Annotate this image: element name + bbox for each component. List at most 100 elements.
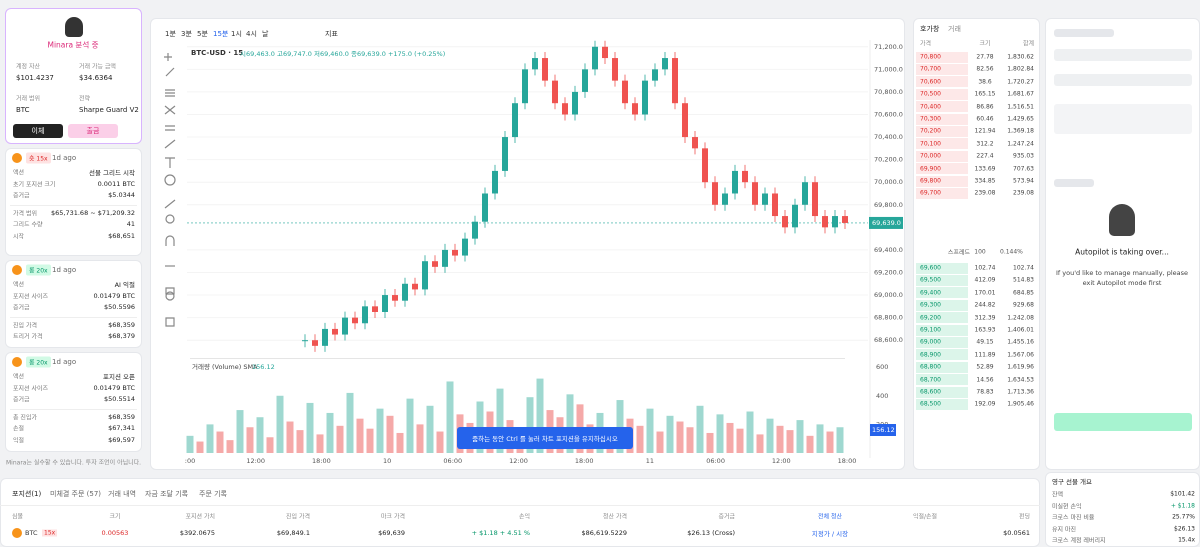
time-label: 12:00	[509, 457, 528, 465]
row-value: 0.01479 BTC	[93, 383, 135, 392]
time-label: 18:00	[838, 457, 857, 465]
row-label: 총 진입가	[13, 414, 37, 421]
candle	[462, 238, 468, 256]
volume-bar	[446, 381, 454, 453]
orderbook-cell: 1,830.62	[1007, 53, 1034, 61]
autopilot-title: Autopilot is taking over...	[1075, 247, 1169, 257]
position-close[interactable]: 지정가 / 시장	[811, 530, 849, 538]
orderbook-cell: 1,567.06	[1007, 351, 1034, 359]
separator	[10, 408, 137, 410]
candle	[702, 148, 708, 183]
indicator-button[interactable]: 지표	[325, 30, 338, 38]
row-value: $50.5596	[103, 303, 135, 311]
positions-tab[interactable]: 거래 내역	[108, 490, 136, 498]
positions-tab[interactable]: 미체결 주문 (57)	[50, 490, 102, 498]
row-label: 포지션 사이즈	[13, 293, 49, 300]
interval-button[interactable]: 날	[262, 30, 269, 38]
volume-bar	[706, 432, 714, 453]
orderbook-cell: 69,500	[920, 276, 941, 284]
orderbook-cell: 1,406.01	[1007, 326, 1034, 334]
overview-label: 미실현 손익	[1052, 503, 1082, 510]
blurred-block	[1054, 104, 1192, 134]
candle	[332, 328, 338, 335]
positions-header: 진입 가격	[286, 513, 310, 521]
orderbook-cell: 1,634.53	[1007, 376, 1034, 384]
blurred-button	[1054, 413, 1192, 431]
orderbook-cell: 70,000	[920, 152, 941, 160]
card-time: 1d ago	[52, 266, 77, 274]
position-size: 0.00563	[101, 529, 129, 537]
interval-button[interactable]: 15분	[213, 30, 229, 38]
interval-button[interactable]: 1시	[231, 30, 242, 38]
spread: 스프레드	[947, 249, 970, 257]
interval-button[interactable]: 4시	[246, 30, 257, 38]
volume-sma-box	[870, 424, 896, 436]
interval-button[interactable]: 1분	[165, 30, 176, 38]
interval-button[interactable]: 3분	[181, 30, 192, 38]
row-value: $68,651	[108, 231, 135, 240]
candle	[732, 170, 738, 194]
depth-row	[916, 274, 968, 286]
volume-bar	[826, 431, 834, 453]
volume-bar	[726, 422, 734, 453]
volume-bar	[796, 420, 804, 453]
account-value: BTC	[16, 106, 30, 114]
orderbook-cell: 1,369.18	[1007, 127, 1034, 135]
orderbook-cell: 1,619.96	[1007, 363, 1034, 371]
depth-row	[916, 324, 968, 336]
row-label: 액션	[13, 169, 25, 177]
volume-bar	[746, 411, 754, 453]
orderbook-cell: 49.15	[976, 338, 994, 346]
candle	[472, 221, 478, 239]
candle	[782, 216, 788, 228]
account-value: Sharpe Guard V2	[79, 106, 139, 114]
positions-tab[interactable]: 주문 기록	[199, 490, 227, 498]
positions-header: 포지션 가치	[185, 513, 215, 521]
candle	[392, 295, 398, 301]
withdraw-button	[68, 124, 118, 138]
time-label: 06:00	[706, 457, 725, 465]
transfer-button-label[interactable]: 이체	[31, 127, 45, 135]
price-tick-label: 69,400.0	[874, 246, 903, 254]
orderbook-cell: 69,900	[920, 165, 941, 173]
orderbook-tab[interactable]: 거래	[948, 25, 961, 33]
row-label: 액션	[13, 281, 25, 289]
candle	[582, 69, 588, 92]
volume-bar	[286, 421, 294, 453]
orderbook-cell: 227.4	[976, 152, 994, 160]
interval-button[interactable]: 5분	[197, 30, 208, 38]
orderbook-tab[interactable]: 호가창	[920, 25, 940, 33]
withdraw-button-label[interactable]: 출금	[86, 127, 100, 135]
orderbook-cell: 1,242.08	[1007, 314, 1034, 322]
depth-row	[916, 287, 968, 299]
candle	[492, 170, 498, 194]
candle	[422, 261, 428, 290]
positions-tab[interactable]: 포지션(1)	[12, 490, 42, 498]
volume-bar	[396, 432, 404, 453]
orderbook-cell: 133.69	[974, 165, 996, 173]
orderbook-cell: 70,400	[920, 103, 941, 111]
row-value: AI 익절	[114, 281, 135, 289]
candle	[552, 80, 558, 104]
orderbook-cell: 14.56	[976, 376, 994, 384]
row-value: $5.0344	[108, 191, 135, 199]
row-value: $67,341	[108, 424, 135, 432]
volume-bar	[496, 388, 504, 453]
positions-tab[interactable]: 자금 조달 기록	[145, 490, 189, 498]
orderbook-cell: 78.83	[976, 388, 994, 396]
orderbook-cell: 70,200	[920, 127, 941, 135]
depth-row	[916, 262, 968, 274]
candle	[612, 58, 618, 81]
volume-bar	[656, 431, 664, 453]
depth-row	[916, 138, 968, 150]
candle	[312, 340, 318, 346]
depth-row	[916, 63, 968, 75]
card-time: 1d ago	[52, 358, 77, 366]
volume-bar	[216, 431, 224, 453]
candle	[452, 249, 458, 256]
trade-panel	[1045, 18, 1200, 470]
pane-divider	[190, 358, 845, 359]
orderbook-cell: 929.68	[1013, 301, 1034, 309]
volume-bar	[296, 430, 304, 453]
candle	[532, 58, 538, 70]
